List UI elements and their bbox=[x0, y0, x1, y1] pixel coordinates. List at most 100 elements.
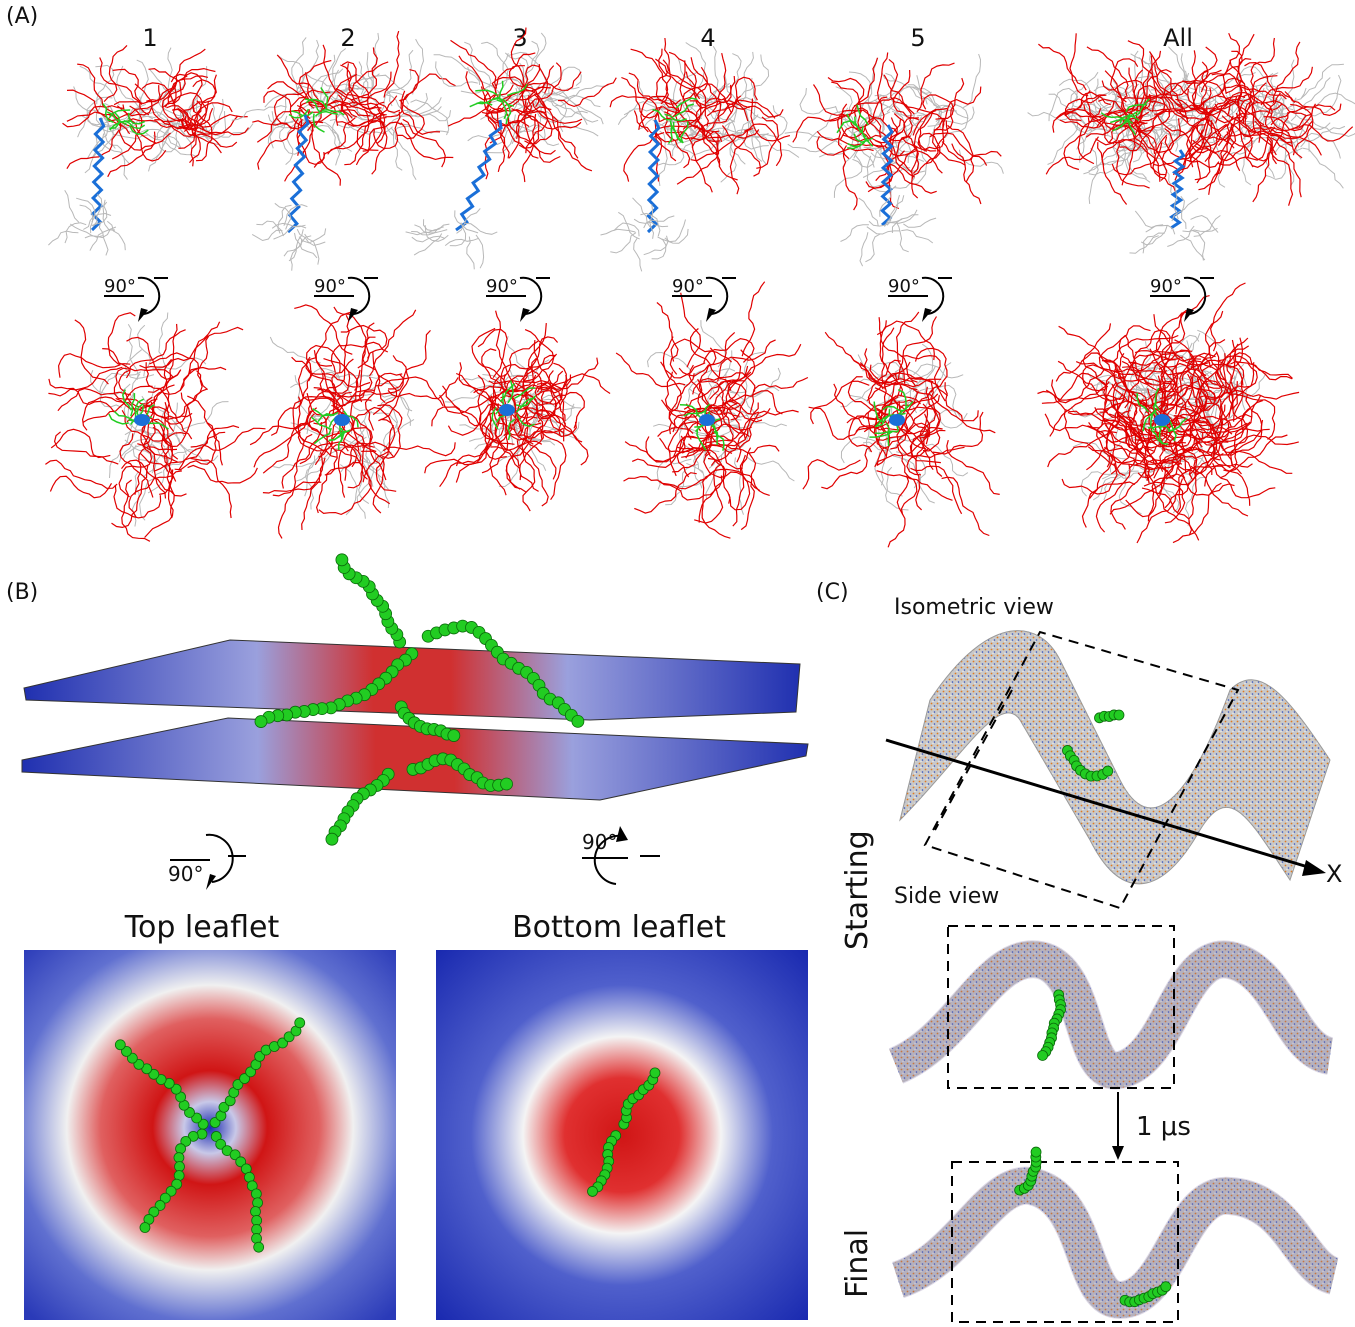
side-view-starting bbox=[887, 925, 1336, 1090]
lipid-chain bbox=[1217, 134, 1270, 166]
lipid-chain bbox=[690, 128, 753, 162]
lipid-chain bbox=[840, 436, 883, 464]
bead bbox=[191, 1112, 203, 1124]
lipid-chain bbox=[1284, 91, 1342, 117]
lipid-chain bbox=[1269, 145, 1294, 206]
bead bbox=[500, 777, 513, 791]
lipid-chain bbox=[880, 427, 888, 486]
lipid-chain bbox=[1263, 103, 1317, 132]
lipid-chain bbox=[455, 411, 504, 467]
lipid-chain bbox=[1230, 407, 1249, 475]
lipid-chain bbox=[180, 113, 248, 129]
lipid-chain bbox=[1166, 103, 1212, 124]
lipid-chain bbox=[444, 237, 479, 246]
lipid-chain bbox=[1130, 53, 1177, 90]
lipid-chain bbox=[1098, 325, 1151, 371]
lipid-chain bbox=[1175, 114, 1206, 142]
lipid-chain bbox=[682, 84, 732, 130]
lipid-chain bbox=[728, 454, 751, 511]
lipid-chain bbox=[152, 426, 174, 495]
lipid-chain bbox=[1097, 142, 1128, 205]
lipid-chain bbox=[1103, 446, 1183, 465]
lipid-chain bbox=[1194, 363, 1227, 412]
lipid-chain bbox=[1158, 416, 1233, 435]
lipid-chain bbox=[356, 466, 374, 519]
lipid-chain bbox=[548, 87, 588, 118]
lipid-chain bbox=[1125, 103, 1147, 113]
lipid-chain bbox=[859, 232, 869, 267]
lipid-chain bbox=[477, 328, 508, 379]
bottom-membrane-sheet bbox=[21, 717, 809, 801]
lipid-chain bbox=[912, 110, 934, 174]
lipid-chain bbox=[291, 37, 307, 92]
lipid-chain bbox=[277, 54, 304, 97]
lipid-chain bbox=[848, 415, 886, 453]
lipid-chain bbox=[743, 123, 783, 167]
lipid-chain bbox=[1204, 310, 1227, 382]
lipid-chain bbox=[932, 384, 958, 418]
lipid-chain bbox=[382, 442, 456, 457]
isometric-membrane bbox=[885, 630, 1331, 910]
lipid-chain bbox=[149, 352, 208, 391]
bead bbox=[175, 1143, 186, 1155]
lipid-chain bbox=[1220, 84, 1287, 100]
lipid-chain bbox=[317, 411, 339, 423]
lipid-chain bbox=[1119, 109, 1168, 152]
lipid-chain bbox=[485, 395, 507, 460]
lipid-chain bbox=[741, 281, 766, 357]
lipid-chain bbox=[341, 61, 375, 116]
lipid-chain bbox=[887, 475, 910, 548]
lipid-chain bbox=[667, 120, 673, 145]
polymer-beads bbox=[254, 553, 585, 846]
lipid-chain bbox=[124, 349, 155, 380]
lipid-chain bbox=[385, 69, 419, 118]
lipid-chain bbox=[709, 380, 747, 421]
lipid-chain bbox=[1110, 467, 1149, 530]
lipid-chain bbox=[1081, 481, 1136, 528]
lipid-chain bbox=[714, 384, 759, 421]
lipid-chain bbox=[685, 42, 707, 93]
lipid-chain bbox=[164, 92, 207, 126]
lipid-chain bbox=[1063, 409, 1116, 467]
lipid-chain bbox=[313, 427, 333, 445]
lipid-chain bbox=[1146, 456, 1217, 474]
bead bbox=[283, 1031, 295, 1043]
lipid-chain bbox=[466, 236, 475, 270]
lipid-chain bbox=[305, 98, 327, 108]
lipid-chain bbox=[507, 418, 516, 441]
linker-top-view bbox=[499, 404, 515, 416]
lipid-chain bbox=[1133, 98, 1150, 118]
lipid-chain bbox=[694, 463, 724, 524]
lipid-chain bbox=[1217, 95, 1262, 143]
lipid-chain bbox=[883, 74, 937, 114]
lipid-chain bbox=[727, 357, 760, 415]
lipid-chain bbox=[799, 88, 836, 115]
rotation-label-b-right: 90° bbox=[582, 830, 618, 854]
lipid-chain bbox=[1188, 446, 1216, 520]
lipid-chain bbox=[713, 430, 725, 451]
bead bbox=[1160, 1281, 1172, 1293]
lipid-chain bbox=[712, 99, 776, 119]
top-leaflet-title: Top leaflet bbox=[124, 910, 280, 945]
rotation-label-4: 90° bbox=[672, 276, 704, 297]
lipid-chain bbox=[1252, 75, 1278, 126]
lipid-chain bbox=[1162, 352, 1217, 413]
lipid-chain bbox=[1222, 32, 1241, 95]
lipid-chain bbox=[481, 389, 515, 445]
lipid-chain bbox=[128, 125, 149, 135]
bead bbox=[232, 1079, 244, 1090]
lipid-chain bbox=[631, 446, 706, 469]
lipid-chain bbox=[1184, 379, 1234, 423]
lipid-chain bbox=[305, 455, 316, 510]
lipid-chain bbox=[1167, 417, 1188, 433]
lipid-chain bbox=[524, 71, 582, 91]
lipid-chain bbox=[888, 58, 915, 115]
lipid-chain bbox=[99, 371, 122, 408]
lipid-chain bbox=[1236, 33, 1255, 101]
lipid-chain bbox=[305, 344, 341, 382]
bead bbox=[155, 1074, 167, 1085]
lipid-chain bbox=[343, 314, 359, 391]
lipid-chain bbox=[364, 372, 403, 431]
lipid-chain bbox=[689, 99, 749, 122]
lipid-chain bbox=[660, 37, 672, 105]
